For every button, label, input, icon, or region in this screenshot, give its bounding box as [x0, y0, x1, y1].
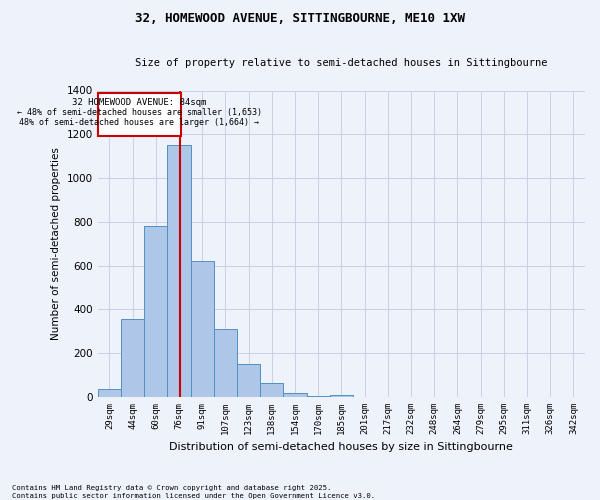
Title: Size of property relative to semi-detached houses in Sittingbourne: Size of property relative to semi-detach…: [135, 58, 548, 68]
Bar: [191, 262, 214, 397]
Bar: [144, 226, 167, 397]
Bar: [214, 329, 237, 397]
Bar: [307, 396, 330, 397]
Text: Contains public sector information licensed under the Open Government Licence v3: Contains public sector information licen…: [12, 493, 375, 499]
Bar: [98, 390, 121, 397]
Text: Contains HM Land Registry data © Crown copyright and database right 2025.: Contains HM Land Registry data © Crown c…: [12, 485, 331, 491]
Bar: [260, 383, 283, 397]
Bar: [121, 320, 144, 397]
X-axis label: Distribution of semi-detached houses by size in Sittingbourne: Distribution of semi-detached houses by …: [169, 442, 514, 452]
Bar: [283, 393, 307, 397]
Text: 48% of semi-detached houses are larger (1,664) →: 48% of semi-detached houses are larger (…: [19, 118, 259, 127]
Text: 32 HOMEWOOD AVENUE: 84sqm: 32 HOMEWOOD AVENUE: 84sqm: [72, 98, 206, 107]
Bar: [330, 395, 353, 397]
Bar: [167, 145, 191, 397]
Text: ← 48% of semi-detached houses are smaller (1,653): ← 48% of semi-detached houses are smalle…: [17, 108, 262, 117]
Text: 32, HOMEWOOD AVENUE, SITTINGBOURNE, ME10 1XW: 32, HOMEWOOD AVENUE, SITTINGBOURNE, ME10…: [135, 12, 465, 26]
Bar: [237, 364, 260, 397]
Y-axis label: Number of semi-detached properties: Number of semi-detached properties: [51, 148, 61, 340]
FancyBboxPatch shape: [98, 92, 181, 136]
